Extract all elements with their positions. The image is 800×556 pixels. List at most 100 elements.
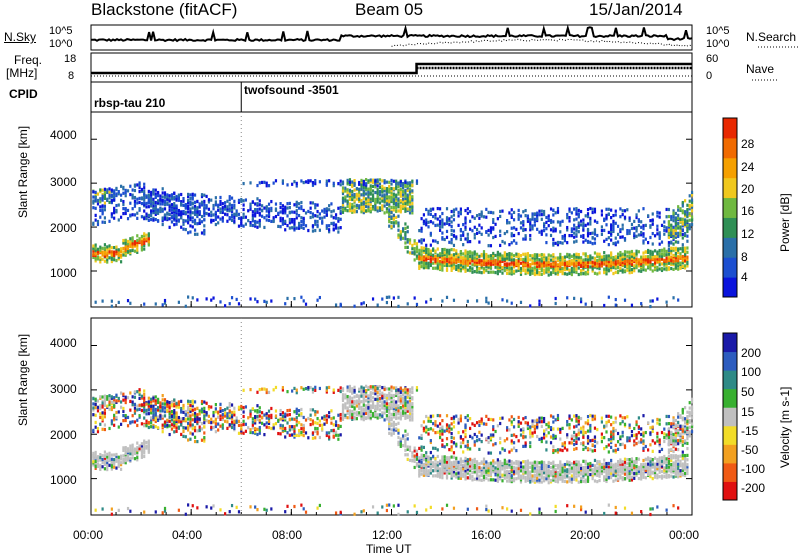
- power-echo-cell: [441, 218, 443, 221]
- velocity-echo-cell: [444, 455, 446, 458]
- velocity-echo-cell: [342, 418, 344, 421]
- velocity-echo-cell: [259, 419, 261, 422]
- velocity-echo-cell: [238, 510, 240, 513]
- velocity-echo-cell: [374, 398, 376, 401]
- power-echo-cell: [243, 225, 245, 228]
- power-echo-cell: [356, 187, 358, 190]
- velocity-echo-cell: [400, 394, 402, 397]
- velocity-echo-cell: [529, 425, 531, 428]
- power-echo-cell: [360, 199, 362, 202]
- velocity-echo-cell: [425, 415, 427, 418]
- velocity-echo-cell: [550, 466, 552, 469]
- power-echo-cell: [501, 266, 503, 269]
- velocity-echo-cell: [497, 473, 499, 476]
- power-echo-cell: [300, 220, 302, 223]
- power-echo-cell: [360, 205, 362, 208]
- power-echo-cell: [226, 220, 228, 223]
- power-echo-cell: [162, 216, 164, 219]
- power-echo-cell: [152, 207, 154, 210]
- velocity-echo-cell: [559, 437, 561, 440]
- power-echo-cell: [245, 198, 247, 201]
- power-echo-cell: [506, 230, 508, 233]
- power-echo-cell: [411, 251, 413, 254]
- velocity-echo-cell: [494, 466, 496, 469]
- power-echo-cell: [97, 192, 99, 195]
- power-echo-cell: [194, 201, 196, 204]
- velocity-echo-cell: [266, 416, 268, 419]
- power-echo-cell: [141, 246, 143, 249]
- velocity-echo-cell: [439, 460, 441, 463]
- power-echo-cell: [152, 192, 154, 195]
- power-echo-cell: [312, 212, 314, 215]
- power-echo-cell: [171, 220, 173, 223]
- power-echo-cell: [215, 211, 217, 214]
- velocity-echo-cell: [379, 393, 381, 396]
- power-echo-cell: [451, 267, 453, 270]
- power-echo-cell: [196, 298, 198, 301]
- velocity-echo-cell: [481, 471, 483, 474]
- velocity-echo-cell: [138, 414, 140, 417]
- velocity-echo-cell: [99, 423, 101, 426]
- velocity-echo-cell: [578, 460, 580, 463]
- velocity-echo-cell: [254, 427, 256, 430]
- velocity-echo-cell: [231, 403, 233, 406]
- velocity-echo-cell: [166, 400, 168, 403]
- velocity-echo-cell: [541, 417, 543, 420]
- power-echo-cell: [531, 212, 533, 215]
- velocity-echo-cell: [104, 423, 106, 426]
- velocity-echo-cell: [566, 474, 568, 477]
- velocity-echo-cell: [573, 448, 575, 451]
- power-echo-cell: [409, 187, 411, 190]
- power-echo-cell: [194, 233, 196, 236]
- power-echo-cell: [229, 198, 231, 201]
- velocity-echo-cell: [531, 423, 533, 426]
- power-echo-cell: [508, 267, 510, 270]
- velocity-echo-cell: [557, 417, 559, 420]
- velocity-echo-cell: [92, 429, 94, 432]
- power-echo-cell: [335, 226, 337, 229]
- velocity-echo-cell: [199, 418, 201, 421]
- power-echo-cell: [330, 202, 332, 205]
- power-echo-cell: [212, 296, 214, 299]
- velocity-echo-cell: [203, 431, 205, 434]
- velocity-echo-cell: [379, 413, 381, 416]
- velocity-echo-cell: [416, 511, 418, 514]
- velocity-echo-cell: [266, 388, 268, 391]
- velocity-echo-cell: [522, 460, 524, 463]
- velocity-echo-cell: [138, 404, 140, 407]
- power-echo-cell: [310, 216, 312, 219]
- power-echo-cell: [434, 250, 436, 253]
- velocity-echo-cell: [155, 395, 157, 398]
- velocity-echo-cell: [379, 408, 381, 411]
- power-echo-cell: [388, 190, 390, 193]
- velocity-echo-cell: [155, 418, 157, 421]
- power-echo-cell: [293, 218, 295, 221]
- power-echo-cell: [564, 272, 566, 275]
- velocity-echo-cell: [393, 394, 395, 397]
- velocity-echo-cell: [400, 391, 402, 394]
- velocity-echo-cell: [541, 425, 543, 428]
- velocity-echo-cell: [363, 407, 365, 410]
- velocity-echo-cell: [418, 460, 420, 463]
- power-echo-cell: [451, 229, 453, 232]
- velocity-echo-cell: [430, 457, 432, 460]
- velocity-echo-cell: [520, 509, 522, 512]
- velocity-echo-cell: [319, 387, 321, 390]
- power-echo-cell: [575, 255, 577, 258]
- velocity-echo-cell: [418, 456, 420, 459]
- power-echo-cell: [101, 209, 103, 212]
- power-echo-cell: [342, 189, 344, 192]
- velocity-echo-cell: [115, 399, 117, 402]
- velocity-echo-cell: [370, 414, 372, 417]
- velocity-echo-cell: [384, 418, 386, 421]
- power-echo-cell: [407, 226, 409, 229]
- velocity-echo-cell: [268, 391, 270, 394]
- velocity-echo-cell: [178, 426, 180, 429]
- velocity-echo-cell: [155, 425, 157, 428]
- power-echo-cell: [522, 210, 524, 213]
- velocity-echo-cell: [199, 426, 201, 429]
- velocity-echo-cell: [136, 404, 138, 407]
- velocity-echo-cell: [418, 472, 420, 475]
- velocity-echo-cell: [155, 510, 157, 513]
- velocity-echo-cell: [347, 406, 349, 409]
